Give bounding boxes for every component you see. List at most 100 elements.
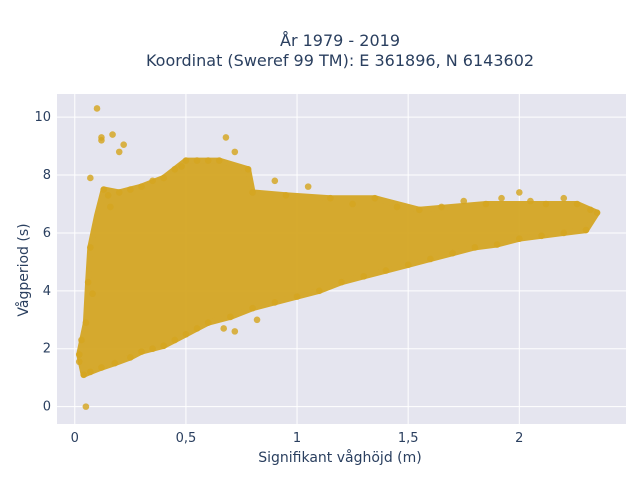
data-point — [87, 174, 94, 182]
data-point — [560, 229, 568, 237]
y-axis-ticks: 0 2 4 6 8 10 — [34, 110, 51, 414]
data-point — [89, 290, 96, 298]
data-point — [138, 183, 145, 190]
data-point — [587, 206, 594, 214]
x-tick-label: 1 — [293, 431, 301, 446]
data-point — [182, 330, 190, 338]
data-point — [393, 203, 401, 211]
data-point — [573, 200, 581, 208]
data-point — [493, 241, 501, 248]
data-point — [315, 287, 323, 295]
data-point — [371, 194, 379, 202]
chart-title-line-1: År 1979 - 2019 — [280, 31, 400, 50]
data-point — [78, 336, 85, 344]
data-point — [327, 194, 334, 202]
data-point — [204, 157, 212, 164]
data-point — [84, 278, 92, 286]
data-point — [244, 165, 252, 173]
data-point — [98, 364, 105, 371]
data-point — [231, 328, 239, 335]
data-point — [98, 137, 105, 144]
data-point — [304, 183, 312, 190]
data-point — [560, 194, 568, 202]
data-point — [471, 244, 479, 251]
data-point — [82, 319, 90, 326]
data-point — [427, 255, 434, 263]
y-tick-label: 4 — [43, 284, 51, 299]
data-point — [498, 194, 505, 202]
data-point — [249, 189, 256, 196]
data-point — [593, 209, 601, 216]
data-point — [75, 358, 83, 366]
data-point — [75, 351, 83, 358]
data-point — [282, 192, 290, 199]
data-point — [516, 189, 523, 196]
data-point — [107, 203, 114, 211]
x-axis-title: Signifikant våghöjd (m) — [258, 449, 421, 466]
data-point — [193, 157, 201, 164]
chart-title-line-2: Koordinat (Sweref 99 TM): E 361896, N 61… — [146, 51, 534, 70]
data-point — [449, 249, 456, 257]
y-tick-label: 8 — [43, 168, 51, 183]
data-point — [93, 105, 101, 112]
data-point — [104, 192, 112, 199]
data-point — [115, 148, 123, 156]
data-point — [182, 157, 190, 164]
data-point — [231, 148, 239, 156]
data-point — [149, 177, 156, 185]
data-point — [360, 273, 368, 280]
data-point — [178, 163, 185, 170]
data-point — [87, 368, 94, 376]
data-point — [460, 197, 468, 205]
y-tick-label: 10 — [34, 110, 51, 125]
data-point — [349, 200, 356, 208]
data-points — [75, 105, 601, 410]
x-tick-label: 1,5 — [398, 431, 419, 446]
data-point — [100, 186, 107, 193]
data-point — [271, 177, 279, 185]
data-point — [115, 189, 123, 196]
x-tick-label: 0 — [71, 431, 79, 446]
data-point — [338, 278, 345, 286]
data-point — [271, 299, 279, 306]
data-point — [160, 174, 167, 182]
y-tick-label: 2 — [43, 342, 51, 357]
data-point — [293, 293, 301, 300]
data-point — [87, 244, 94, 251]
data-point — [220, 325, 227, 332]
data-point — [171, 336, 179, 344]
data-point — [542, 200, 550, 208]
data-point — [438, 203, 445, 211]
data-point — [127, 354, 134, 361]
data-point — [109, 131, 116, 138]
data-point — [171, 165, 179, 173]
data-point — [160, 342, 167, 350]
data-point — [80, 371, 87, 379]
data-point — [415, 206, 423, 214]
data-point — [222, 134, 230, 141]
y-axis-title: Vågperiod (s) — [15, 223, 32, 316]
data-point — [227, 313, 234, 321]
data-point — [149, 345, 156, 353]
y-tick-label: 0 — [43, 400, 51, 415]
x-axis-ticks: 0 0,5 1 1,5 2 — [71, 431, 524, 446]
data-point — [111, 359, 119, 367]
x-tick-label: 0,5 — [176, 431, 197, 446]
data-point — [527, 197, 534, 205]
data-point — [253, 316, 261, 324]
data-point — [538, 232, 545, 240]
x-tick-label: 2 — [515, 431, 523, 446]
y-tick-label: 6 — [43, 226, 51, 241]
data-point — [120, 141, 127, 148]
data-point — [138, 348, 145, 355]
data-point — [516, 235, 523, 243]
data-point — [404, 261, 412, 269]
data-point — [582, 226, 590, 234]
data-point — [249, 304, 256, 312]
data-point — [215, 157, 223, 164]
data-point — [482, 200, 490, 208]
data-point — [82, 403, 90, 410]
data-point — [204, 319, 212, 326]
data-point — [193, 325, 201, 332]
